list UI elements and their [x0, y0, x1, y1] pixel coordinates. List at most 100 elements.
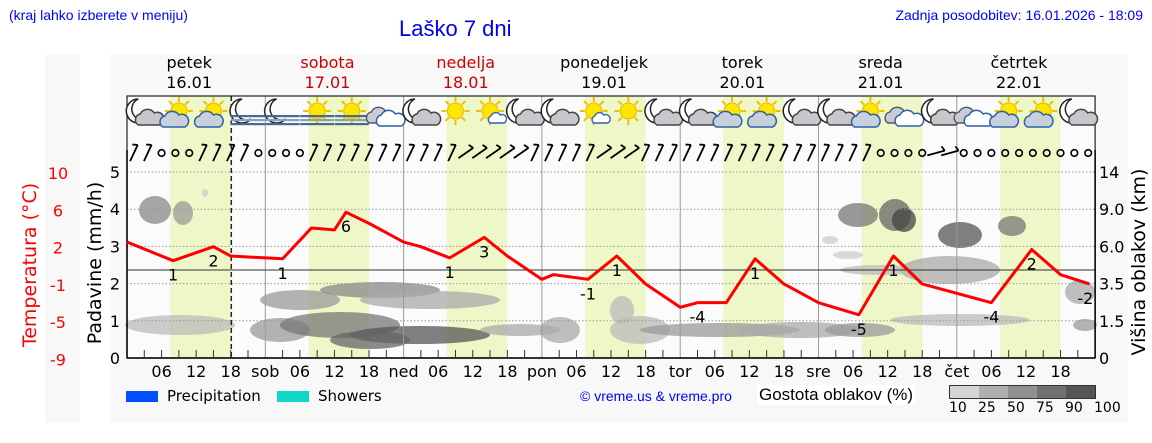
temperature-annotation: 6 — [341, 217, 351, 236]
precip-tick: 1 — [110, 312, 120, 331]
cloud-density-area — [139, 196, 171, 224]
cloud-density-area — [892, 208, 916, 232]
temperature-annotation: 1 — [277, 264, 287, 283]
wind-calm-icon — [1084, 148, 1093, 158]
cloud-density-area — [125, 315, 235, 335]
wind-barb-icon — [710, 143, 720, 162]
day-date: 20.01 — [719, 73, 765, 92]
sun-small-cloud-icon — [476, 97, 508, 125]
cloud-density-area — [202, 189, 208, 197]
cloud-density-area — [838, 203, 878, 227]
cloud-density-area — [998, 216, 1026, 236]
x-tick-label: 18 — [221, 362, 241, 381]
x-tick-label: 12 — [324, 362, 344, 381]
sun-fog-icon — [334, 97, 369, 126]
density-swatch — [1066, 386, 1095, 398]
precip-tick: 3 — [110, 237, 120, 256]
density-tick: 25 — [978, 400, 996, 416]
density-swatch — [1037, 386, 1066, 398]
temperature-annotation: 1 — [612, 261, 622, 280]
x-tick-label: 12 — [877, 362, 897, 381]
x-day-label: sre — [806, 362, 830, 381]
cloud-density-area — [1073, 319, 1097, 331]
day-date: 16.01 — [166, 73, 212, 92]
wind-calm-icon — [185, 148, 194, 158]
cloud-height-tick: 1.5 — [1099, 312, 1124, 331]
x-tick-label: 06 — [290, 362, 310, 381]
sun-icon — [614, 97, 643, 125]
page-title: Laško 7 dni — [399, 16, 512, 41]
temperature-annotation: -5 — [851, 320, 867, 339]
temp-tick: -5 — [50, 313, 66, 332]
wind-barb-icon — [392, 143, 402, 162]
cloud-density-area — [173, 201, 193, 225]
temperature-annotation: 2 — [1027, 254, 1037, 273]
temp-tick: 2 — [53, 239, 63, 258]
wind-barb-icon — [862, 143, 872, 162]
moon-cloud-icon — [1059, 98, 1099, 126]
sun-cloud-icon — [850, 97, 885, 128]
wind-calm-icon — [973, 148, 982, 158]
cloud-height-tick: 9.0 — [1099, 200, 1124, 219]
wind-barb-icon — [378, 143, 388, 162]
x-tick-label: 12 — [739, 362, 759, 381]
temp-axis-panel — [45, 55, 80, 423]
cloud-density-area — [825, 323, 895, 337]
temperature-annotation: -4 — [690, 308, 706, 327]
wind-barb-icon — [940, 145, 960, 157]
day-name: torek — [722, 53, 764, 72]
x-tick-label: 06 — [705, 362, 725, 381]
wind-calm-icon — [171, 148, 180, 158]
cloud-density-area — [1065, 280, 1095, 304]
cloud-density-area — [360, 291, 500, 309]
cloud-height-tick: 14 — [1099, 163, 1119, 182]
wind-barb-icon — [447, 143, 457, 162]
wind-calm-icon — [281, 148, 291, 158]
wind-barb-icon — [143, 143, 153, 162]
cloud-density-label: Gostota oblakov (%) — [757, 385, 916, 405]
temperature-annotation: -2 — [1077, 289, 1093, 308]
density-tick: 90 — [1065, 400, 1083, 416]
precip-tick: 5 — [110, 163, 120, 182]
x-tick-label: 12 — [463, 362, 483, 381]
wind-barb-icon — [596, 144, 613, 159]
wind-barb-icon — [544, 143, 554, 162]
wind-barb-icon — [499, 144, 516, 159]
x-day-label: ned — [389, 362, 419, 381]
wind-barb-icon — [350, 143, 360, 162]
temp-tick: 6 — [53, 201, 63, 220]
wind-barb-icon — [737, 143, 748, 162]
day-name: sobota — [300, 53, 354, 72]
wind-barb-icon — [419, 143, 429, 162]
temperature-annotation: 3 — [479, 242, 489, 261]
wind-barb-icon — [641, 143, 651, 162]
copyright-link[interactable]: © vreme.us & vreme.pro — [580, 388, 732, 404]
sun-cloud-icon — [989, 97, 1023, 128]
density-tick: 75 — [1036, 400, 1054, 416]
cloud-height-tick: 6.0 — [1099, 237, 1124, 256]
density-tick: 50 — [1007, 400, 1025, 416]
wind-barb-icon — [682, 143, 692, 162]
wind-calm-icon — [987, 148, 996, 158]
wind-calm-icon — [876, 148, 885, 158]
wind-barb-icon — [779, 143, 789, 162]
cloudy-icon — [365, 106, 406, 127]
x-tick-label: 18 — [1050, 362, 1070, 381]
cloud-height-axis-label: Višina oblakov (km) — [1128, 169, 1150, 356]
temperature-annotation: 1 — [888, 261, 898, 280]
wind-calm-icon — [268, 148, 277, 158]
wind-barb-icon — [336, 143, 346, 162]
temperature-annotation: 1 — [750, 264, 760, 283]
daytime-band — [170, 96, 231, 358]
cloud-density-area — [610, 296, 634, 324]
precip-tick: 4 — [110, 200, 120, 219]
cloud-density-area — [740, 322, 860, 338]
wind-barb-icon — [793, 143, 803, 162]
sun-cloud-icon — [193, 97, 228, 128]
precipitation-swatch — [126, 390, 158, 402]
moon-cloud-icon — [540, 98, 580, 126]
density-tick: 10 — [949, 400, 967, 416]
cloud-density-area — [822, 236, 838, 244]
wind-barb-icon — [226, 143, 236, 162]
day-name: ponedeljek — [560, 53, 649, 72]
